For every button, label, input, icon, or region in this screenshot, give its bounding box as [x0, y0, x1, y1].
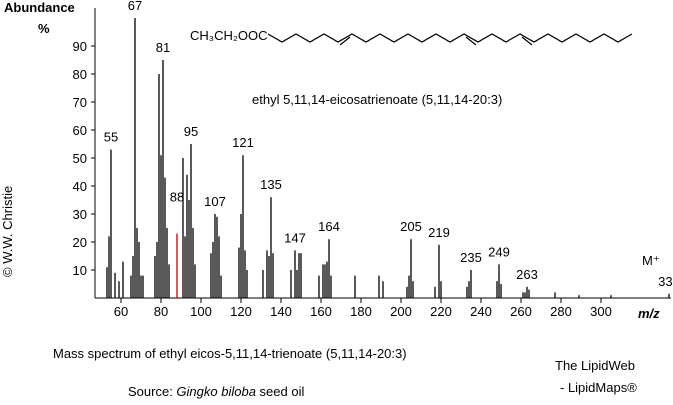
- x-tick-label: 220: [430, 304, 452, 319]
- x-tick-label: 280: [550, 304, 572, 319]
- x-tick-label: 260: [510, 304, 532, 319]
- peak-label: 55: [104, 130, 118, 145]
- compound-name: ethyl 5,11,14-eicosatrienoate (5,11,14-2…: [252, 92, 502, 107]
- peak-label: 135: [260, 177, 282, 192]
- x-tick-label: 100: [190, 304, 212, 319]
- y-tick-label: 50: [73, 151, 87, 166]
- source-italic: Gingko biloba: [176, 384, 256, 399]
- y-axis-unit: %: [38, 21, 50, 36]
- double-bond: [521, 36, 533, 46]
- peak-label: 95: [184, 124, 198, 139]
- caption: Mass spectrum of ethyl eicos-5,11,14-tri…: [53, 346, 407, 361]
- x-tick-label: 300: [590, 304, 612, 319]
- peak-label: 235: [460, 250, 482, 265]
- source-suffix: seed oil: [256, 384, 305, 399]
- peak-label: 88: [170, 190, 184, 205]
- y-tick-label: 20: [73, 235, 87, 250]
- y-tick-label: 60: [73, 123, 87, 138]
- x-tick-label: 80: [154, 304, 168, 319]
- peak-label: 334: [658, 274, 673, 289]
- peak-label: 147: [284, 230, 306, 245]
- x-tick-label: 240: [470, 304, 492, 319]
- y-tick-label: 70: [73, 95, 87, 110]
- x-tick-label: 60: [114, 304, 128, 319]
- y-tick-label: 80: [73, 67, 87, 82]
- credit: The LipidWeb: [555, 358, 635, 373]
- credit: - LipidMaps®: [560, 380, 637, 395]
- peak-label: 121: [232, 135, 254, 150]
- double-bond: [339, 36, 351, 46]
- source: Source: Gingko biloba seed oil: [128, 384, 304, 399]
- peak-label: 205: [400, 219, 422, 234]
- peak-label: 164: [318, 219, 340, 234]
- molecular-ion-label: M⁺: [642, 253, 660, 268]
- x-tick-label: 180: [350, 304, 372, 319]
- double-bond: [465, 36, 477, 46]
- peak-label: 81: [156, 40, 170, 55]
- y-tick-label: 10: [73, 263, 87, 278]
- peak-label: 219: [428, 225, 450, 240]
- peak-label: 263: [516, 267, 538, 282]
- structure-label: CH₃CH₂OOC: [190, 28, 268, 43]
- y-tick-label: 40: [73, 179, 87, 194]
- y-tick-label: 90: [73, 39, 87, 54]
- peak-label: 249: [488, 244, 510, 259]
- copyright: © W.W. Christie: [0, 186, 15, 277]
- y-tick-label: 30: [73, 207, 87, 222]
- peak-label: 67: [128, 0, 142, 13]
- x-tick-label: 160: [310, 304, 332, 319]
- x-axis-label: m/z: [638, 306, 660, 321]
- source-prefix: Source:: [128, 384, 176, 399]
- x-tick-label: 140: [270, 304, 292, 319]
- structure-chain: [267, 33, 633, 43]
- x-tick-label: 200: [390, 304, 412, 319]
- y-axis-label: Abundance: [4, 0, 75, 15]
- x-tick-label: 120: [230, 304, 252, 319]
- peak-label: 107: [204, 194, 226, 209]
